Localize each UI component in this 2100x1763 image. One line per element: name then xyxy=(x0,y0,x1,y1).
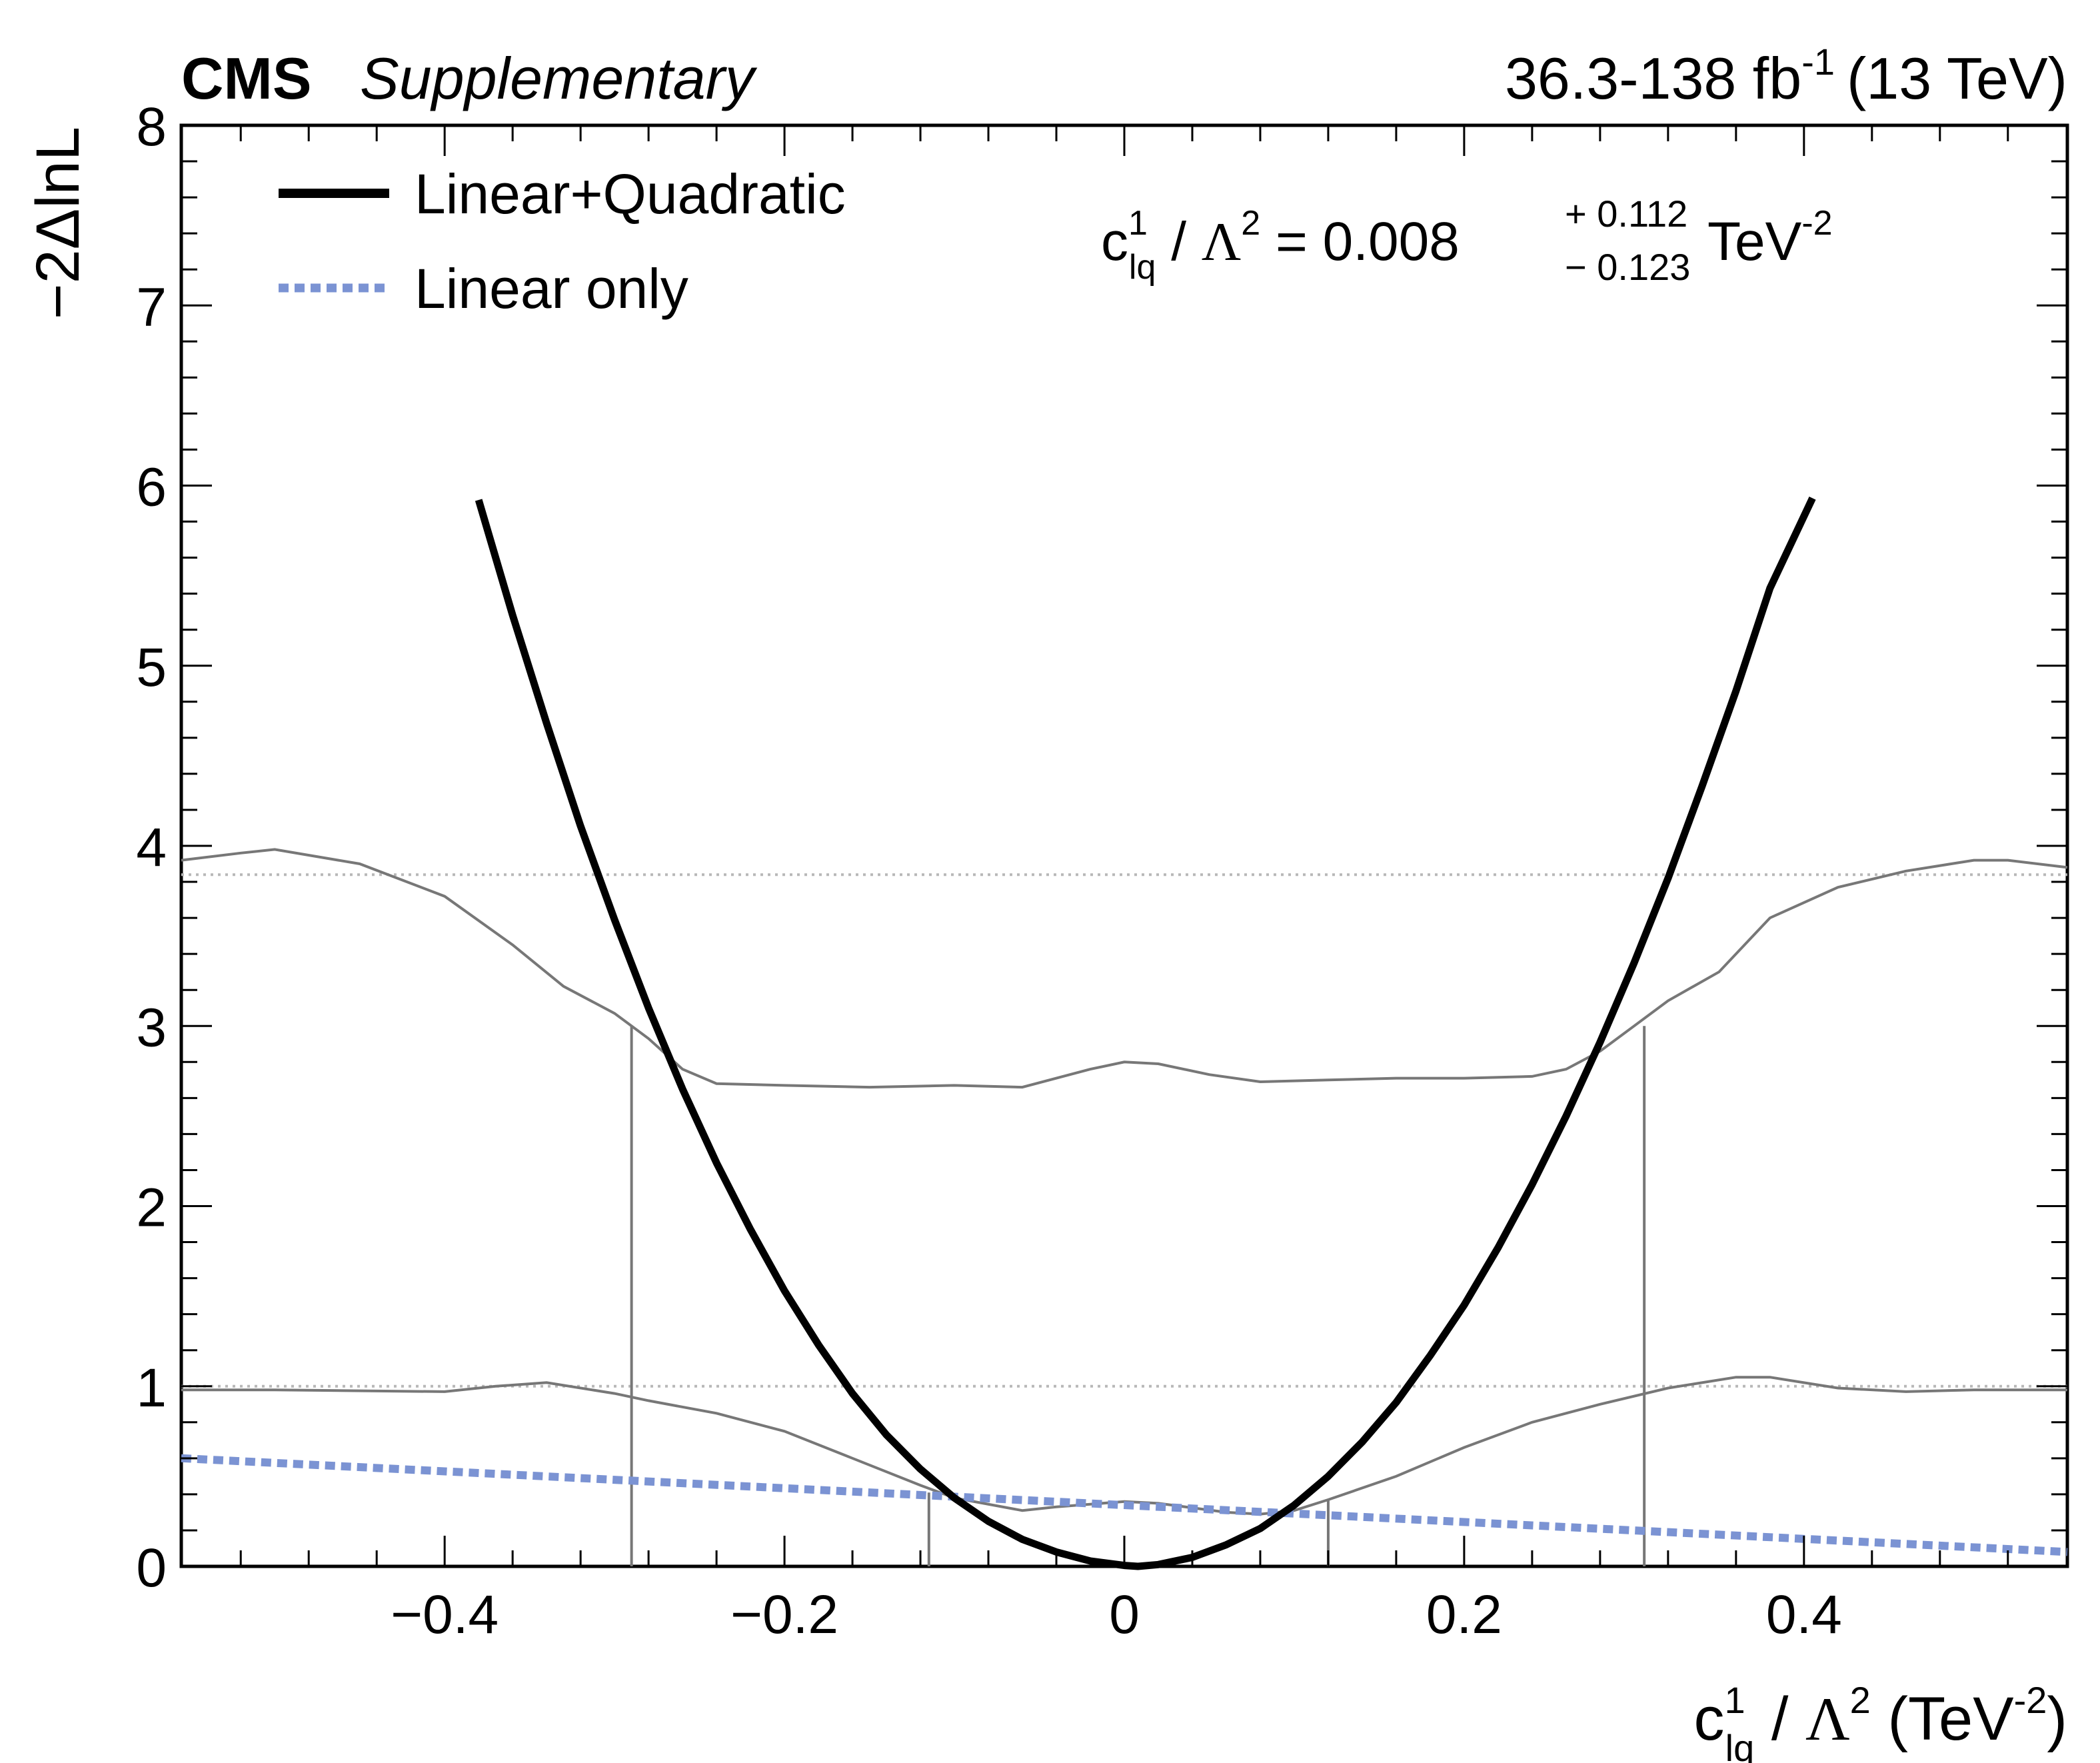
result-unit: TeV-2 xyxy=(1707,204,1833,272)
y-tick-label: 2 xyxy=(136,1178,167,1238)
lumi-energy-label: 36.3-138 fb-1 (13 TeV) xyxy=(1505,41,2067,111)
y-tick-label: 3 xyxy=(136,997,167,1058)
upper-band-curve xyxy=(181,848,2068,1089)
x-title-coef: c xyxy=(1694,1685,1725,1753)
x-tick-label: 0 xyxy=(1109,1584,1140,1645)
y-tick-label: 6 xyxy=(136,457,167,518)
y-tick-label: 7 xyxy=(136,277,167,337)
legend-label-linear-only: Linear only xyxy=(415,257,688,320)
axis-ticks xyxy=(181,124,2067,1568)
result-lambda: Λ xyxy=(1202,211,1241,272)
result-central-value: = 0.008 xyxy=(1260,211,1460,272)
y-tick-label: 1 xyxy=(136,1358,167,1418)
result-uncertainty-down: − 0.123 xyxy=(1565,246,1690,288)
x-title-coef-sub: lq xyxy=(1725,1727,1755,1763)
lumi-value: 36.3-138 fb xyxy=(1505,45,1801,111)
result-uncertainty-up: + 0.112 xyxy=(1565,193,1687,235)
x-axis-title: c1 lq / Λ2 (TeV-2) xyxy=(1694,1679,2067,1763)
x-tick-label: −0.4 xyxy=(391,1584,499,1645)
x-title-unit-open: (TeV xyxy=(1871,1685,2014,1753)
result-coef: c xyxy=(1101,211,1128,272)
x-tick-label: 0.2 xyxy=(1426,1584,1502,1645)
result-coef-sub: lq xyxy=(1129,248,1156,287)
band-curves xyxy=(181,848,2068,1516)
energy-value: (13 TeV) xyxy=(1847,45,2067,111)
result-unit-text: TeV xyxy=(1707,211,1802,272)
result-lambda-sup: 2 xyxy=(1241,204,1260,243)
result-sep: / xyxy=(1156,211,1201,272)
lower-band-curve xyxy=(181,1376,2067,1516)
y-tick-label: 5 xyxy=(136,637,167,698)
x-title-lambda-sup: 2 xyxy=(1850,1679,1871,1721)
y-tick-label: 8 xyxy=(136,97,167,157)
legend: Linear+Quadratic Linear only xyxy=(279,163,846,320)
y-tick-label: 4 xyxy=(136,817,167,878)
x-tick-label: −0.2 xyxy=(730,1584,838,1645)
x-tick-labels: −0.4 −0.2 0 0.2 0.4 xyxy=(391,1584,1842,1645)
linear-quadratic-curve xyxy=(475,497,1816,1570)
result-annotation: c1 lq / Λ2 = 0.008 xyxy=(1101,204,1460,287)
reference-lines xyxy=(181,873,2067,1388)
x-title-unit-exp: -2 xyxy=(2014,1679,2047,1721)
lumi-exponent: -1 xyxy=(1801,41,1835,83)
x-title-lambda: Λ xyxy=(1805,1685,1850,1753)
result-coef-sup: 1 xyxy=(1128,204,1148,243)
y-tick-label: 0 xyxy=(136,1538,167,1598)
legend-label-linear-quadratic: Linear+Quadratic xyxy=(415,163,846,225)
supplementary-label: Supplementary xyxy=(360,45,758,111)
x-title-sep: / xyxy=(1754,1685,1805,1753)
result-unit-exp: -2 xyxy=(1801,204,1832,243)
y-tick-labels: 0 1 2 3 4 5 6 7 8 xyxy=(136,97,167,1598)
x-title-coef-sup: 1 xyxy=(1725,1679,1745,1721)
vertical-markers xyxy=(630,1026,1646,1566)
linear-quadratic-series xyxy=(475,497,1816,1570)
x-title-unit-close: ) xyxy=(2047,1685,2067,1753)
linear-only-line xyxy=(181,1454,2068,1556)
y-axis-title: −2ΔlnL xyxy=(24,127,92,319)
x-tick-label: 0.4 xyxy=(1766,1584,1842,1645)
experiment-label: CMS xyxy=(181,45,312,111)
linear-only-series xyxy=(181,1454,2068,1556)
plot-frame xyxy=(179,123,2069,1568)
